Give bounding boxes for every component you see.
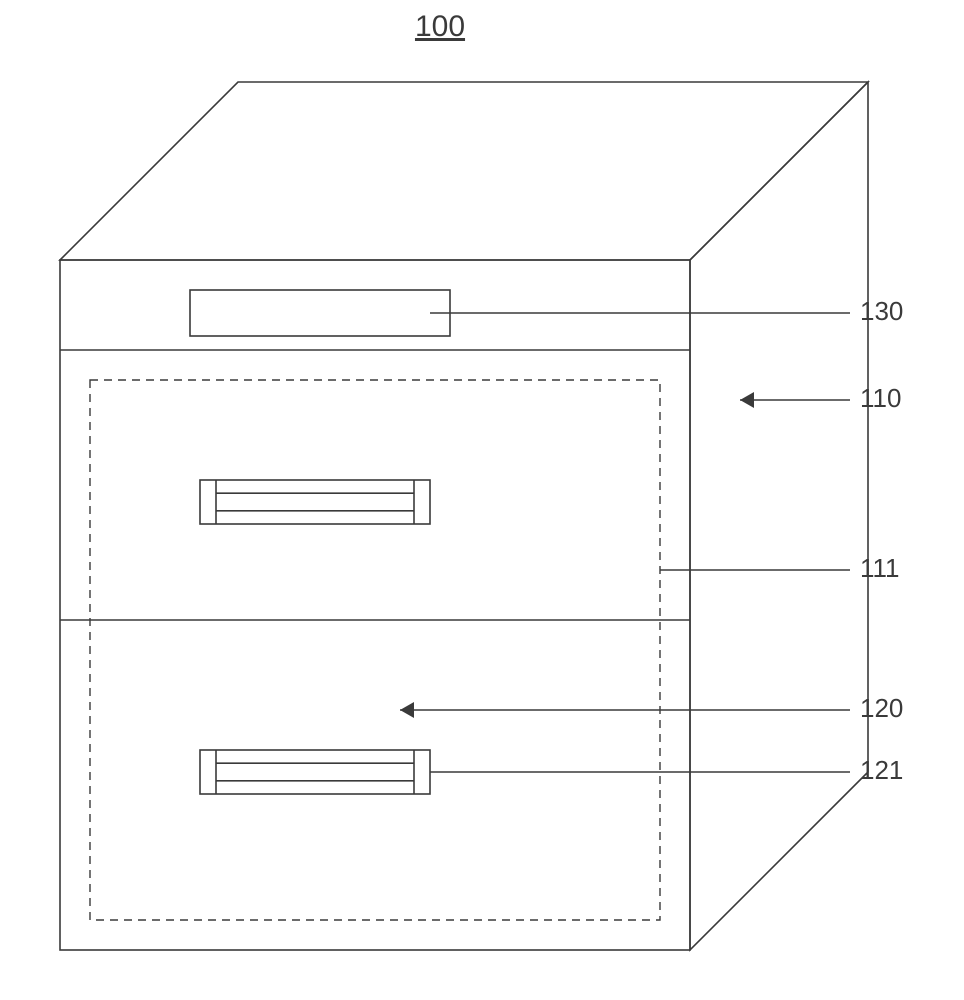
top-face (60, 82, 868, 260)
ref-label: 120 (860, 693, 903, 723)
figure-number: 100 (415, 10, 465, 43)
technical-diagram: 100 130 110 111 120 121 (0, 0, 964, 1000)
side-face (690, 82, 868, 950)
ref-label: 121 (860, 755, 903, 785)
drawing-group (60, 82, 868, 950)
display-slot (190, 290, 450, 336)
ref-label: 110 (860, 383, 901, 413)
arrowhead-icon (400, 702, 414, 718)
ref-label: 111 (860, 553, 900, 583)
labels-group: 130 110 111 120 121 (400, 296, 903, 785)
dashed-panel (90, 380, 660, 920)
handle-upper (200, 480, 430, 524)
front-face (60, 260, 690, 950)
ref-label: 130 (860, 296, 903, 326)
arrowhead-icon (740, 392, 754, 408)
handle-lower (200, 750, 430, 794)
